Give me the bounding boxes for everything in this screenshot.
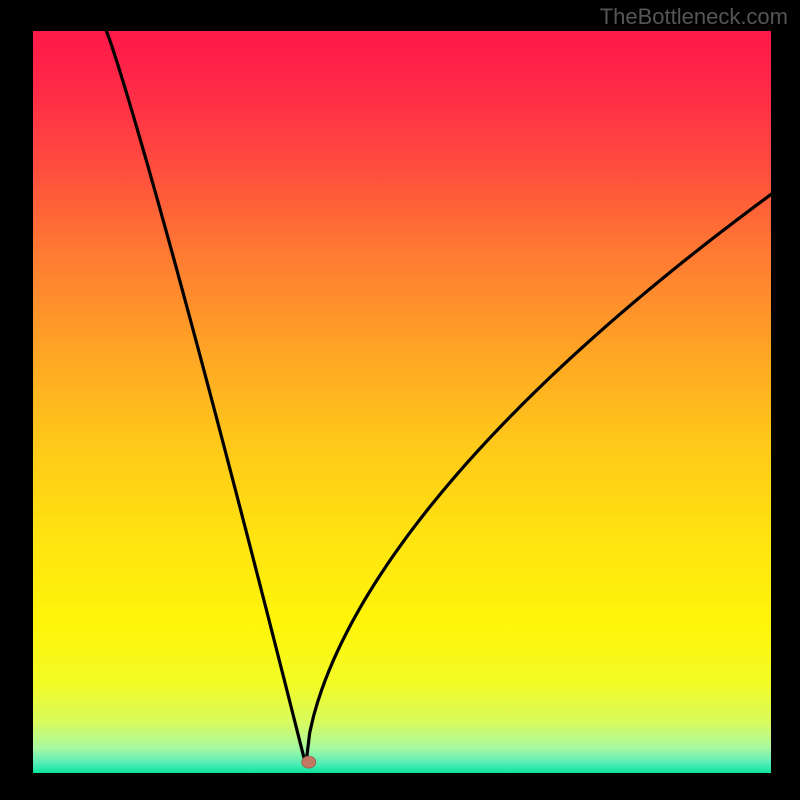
bottleneck-curve [106,30,772,765]
plot-frame [32,30,772,774]
chart-svg [0,0,800,800]
watermark-text: TheBottleneck.com [600,4,788,30]
dip-marker [302,756,316,768]
